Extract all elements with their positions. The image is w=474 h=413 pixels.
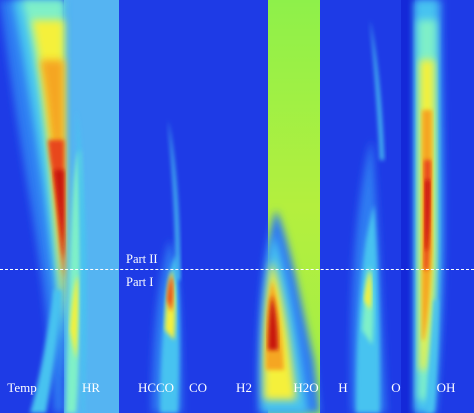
species-label-hr: HR <box>81 380 101 395</box>
part-ii-label: Part II <box>126 252 158 266</box>
part-i-label: Part I <box>126 275 154 289</box>
o-strip <box>401 0 415 413</box>
species-label-co: CO <box>188 380 208 395</box>
part-divider-line <box>0 269 474 270</box>
hr-jets <box>66 110 87 413</box>
species-label-hcco: HCCO <box>137 380 175 395</box>
hcco-co-jet <box>152 120 182 413</box>
temp-plume <box>0 0 64 413</box>
species-label-temp: Temp <box>7 380 37 395</box>
h-plume <box>351 20 386 413</box>
species-label-h2o: H2O <box>293 380 319 395</box>
species-label-o: O <box>391 380 401 395</box>
h2o-plume <box>257 210 320 413</box>
oh-plume <box>415 0 444 413</box>
species-label-h: H <box>338 380 348 395</box>
species-label-oh: OH <box>436 380 456 395</box>
species-label-h2: H2 <box>236 380 252 395</box>
